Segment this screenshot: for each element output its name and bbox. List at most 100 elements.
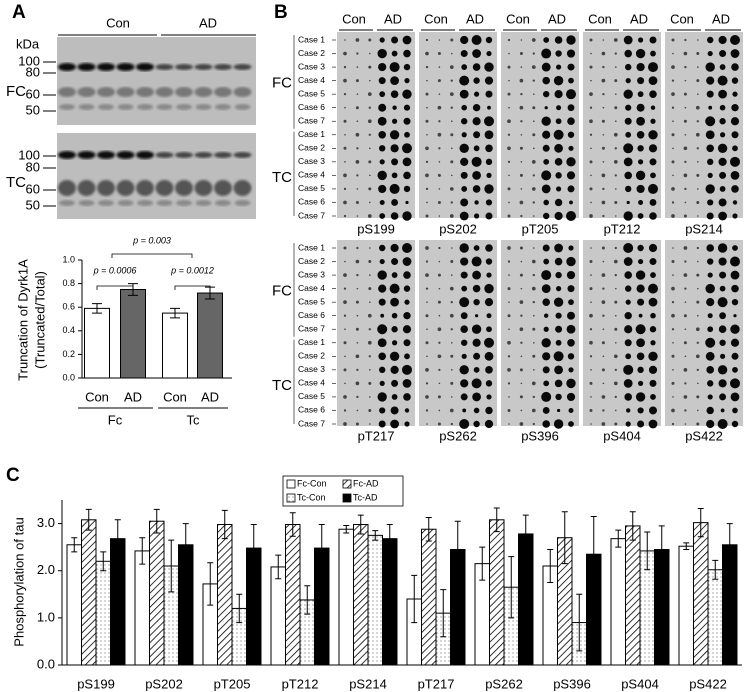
dot <box>344 260 346 263</box>
dot <box>368 287 372 291</box>
dot <box>683 395 688 399</box>
dot <box>671 214 675 218</box>
dot <box>437 273 441 277</box>
dot <box>437 52 441 56</box>
bracket <box>96 285 134 290</box>
dot <box>635 270 646 280</box>
error-bar <box>508 556 515 619</box>
dot <box>554 158 563 166</box>
dot <box>717 419 728 429</box>
bar <box>678 545 694 666</box>
bar <box>518 533 534 666</box>
band <box>77 180 96 196</box>
bar <box>217 524 233 666</box>
dot <box>730 324 740 334</box>
dot <box>532 422 535 426</box>
dot <box>520 409 523 412</box>
dot <box>732 366 738 373</box>
dot <box>507 146 511 151</box>
dot <box>543 90 550 98</box>
dot <box>589 340 593 345</box>
dot <box>460 157 469 166</box>
band <box>78 104 95 110</box>
blot <box>57 37 256 125</box>
dot <box>601 273 606 277</box>
dot <box>732 213 738 219</box>
dot <box>649 158 657 166</box>
error-bar <box>92 303 102 314</box>
dot <box>706 76 715 85</box>
error-bar <box>153 508 160 534</box>
blot <box>57 133 256 219</box>
band <box>116 63 135 71</box>
bar <box>162 312 188 379</box>
blot-label: pT205 <box>522 221 559 236</box>
error-bar <box>250 524 257 573</box>
dot <box>705 351 715 361</box>
dot <box>637 145 644 152</box>
band <box>155 87 174 97</box>
dot <box>636 352 645 361</box>
dot <box>425 341 429 345</box>
dot <box>542 298 550 306</box>
dot <box>355 381 360 386</box>
dot <box>344 161 346 163</box>
dot <box>590 247 592 249</box>
dot <box>519 246 523 250</box>
dot <box>450 381 454 385</box>
dot <box>683 92 687 96</box>
dot <box>719 339 726 346</box>
bracket <box>174 285 211 290</box>
dot <box>355 159 360 164</box>
dot-blot <box>583 240 661 426</box>
dot <box>472 270 481 280</box>
dot <box>626 200 630 205</box>
dot <box>638 159 644 165</box>
dot <box>451 120 453 123</box>
dot <box>706 406 714 415</box>
dot <box>567 131 575 138</box>
y-tick-label: 0.2 <box>62 349 75 359</box>
dot <box>459 211 469 221</box>
dot-blot <box>501 240 579 426</box>
dot <box>636 184 645 194</box>
dot <box>696 120 699 123</box>
band <box>175 180 193 196</box>
error-bar <box>726 523 733 567</box>
bar <box>120 289 146 379</box>
band <box>176 200 192 206</box>
dot <box>707 199 714 206</box>
dot <box>472 338 481 347</box>
dot <box>637 407 644 414</box>
dot <box>459 419 470 429</box>
dot <box>601 51 606 56</box>
dot <box>438 93 441 95</box>
band <box>136 63 154 71</box>
dot-blot <box>665 32 743 218</box>
dot <box>507 160 511 163</box>
dot <box>486 313 492 319</box>
dot <box>602 65 605 69</box>
dot <box>438 188 441 190</box>
dot <box>601 146 605 150</box>
dot <box>717 143 728 154</box>
dot <box>507 38 511 42</box>
dot <box>719 285 726 292</box>
dot <box>378 352 387 361</box>
dot <box>650 118 656 124</box>
dot <box>566 256 576 267</box>
dot <box>684 106 687 109</box>
dot <box>684 201 687 204</box>
marker-label: 60 <box>26 181 40 196</box>
dot <box>625 78 631 84</box>
dot <box>390 90 399 98</box>
dot <box>553 75 564 86</box>
dot <box>450 201 453 204</box>
dot <box>343 51 347 56</box>
dot <box>450 301 453 304</box>
case-label: Case 3 <box>298 269 325 279</box>
dot <box>343 65 347 69</box>
dot <box>623 257 633 266</box>
